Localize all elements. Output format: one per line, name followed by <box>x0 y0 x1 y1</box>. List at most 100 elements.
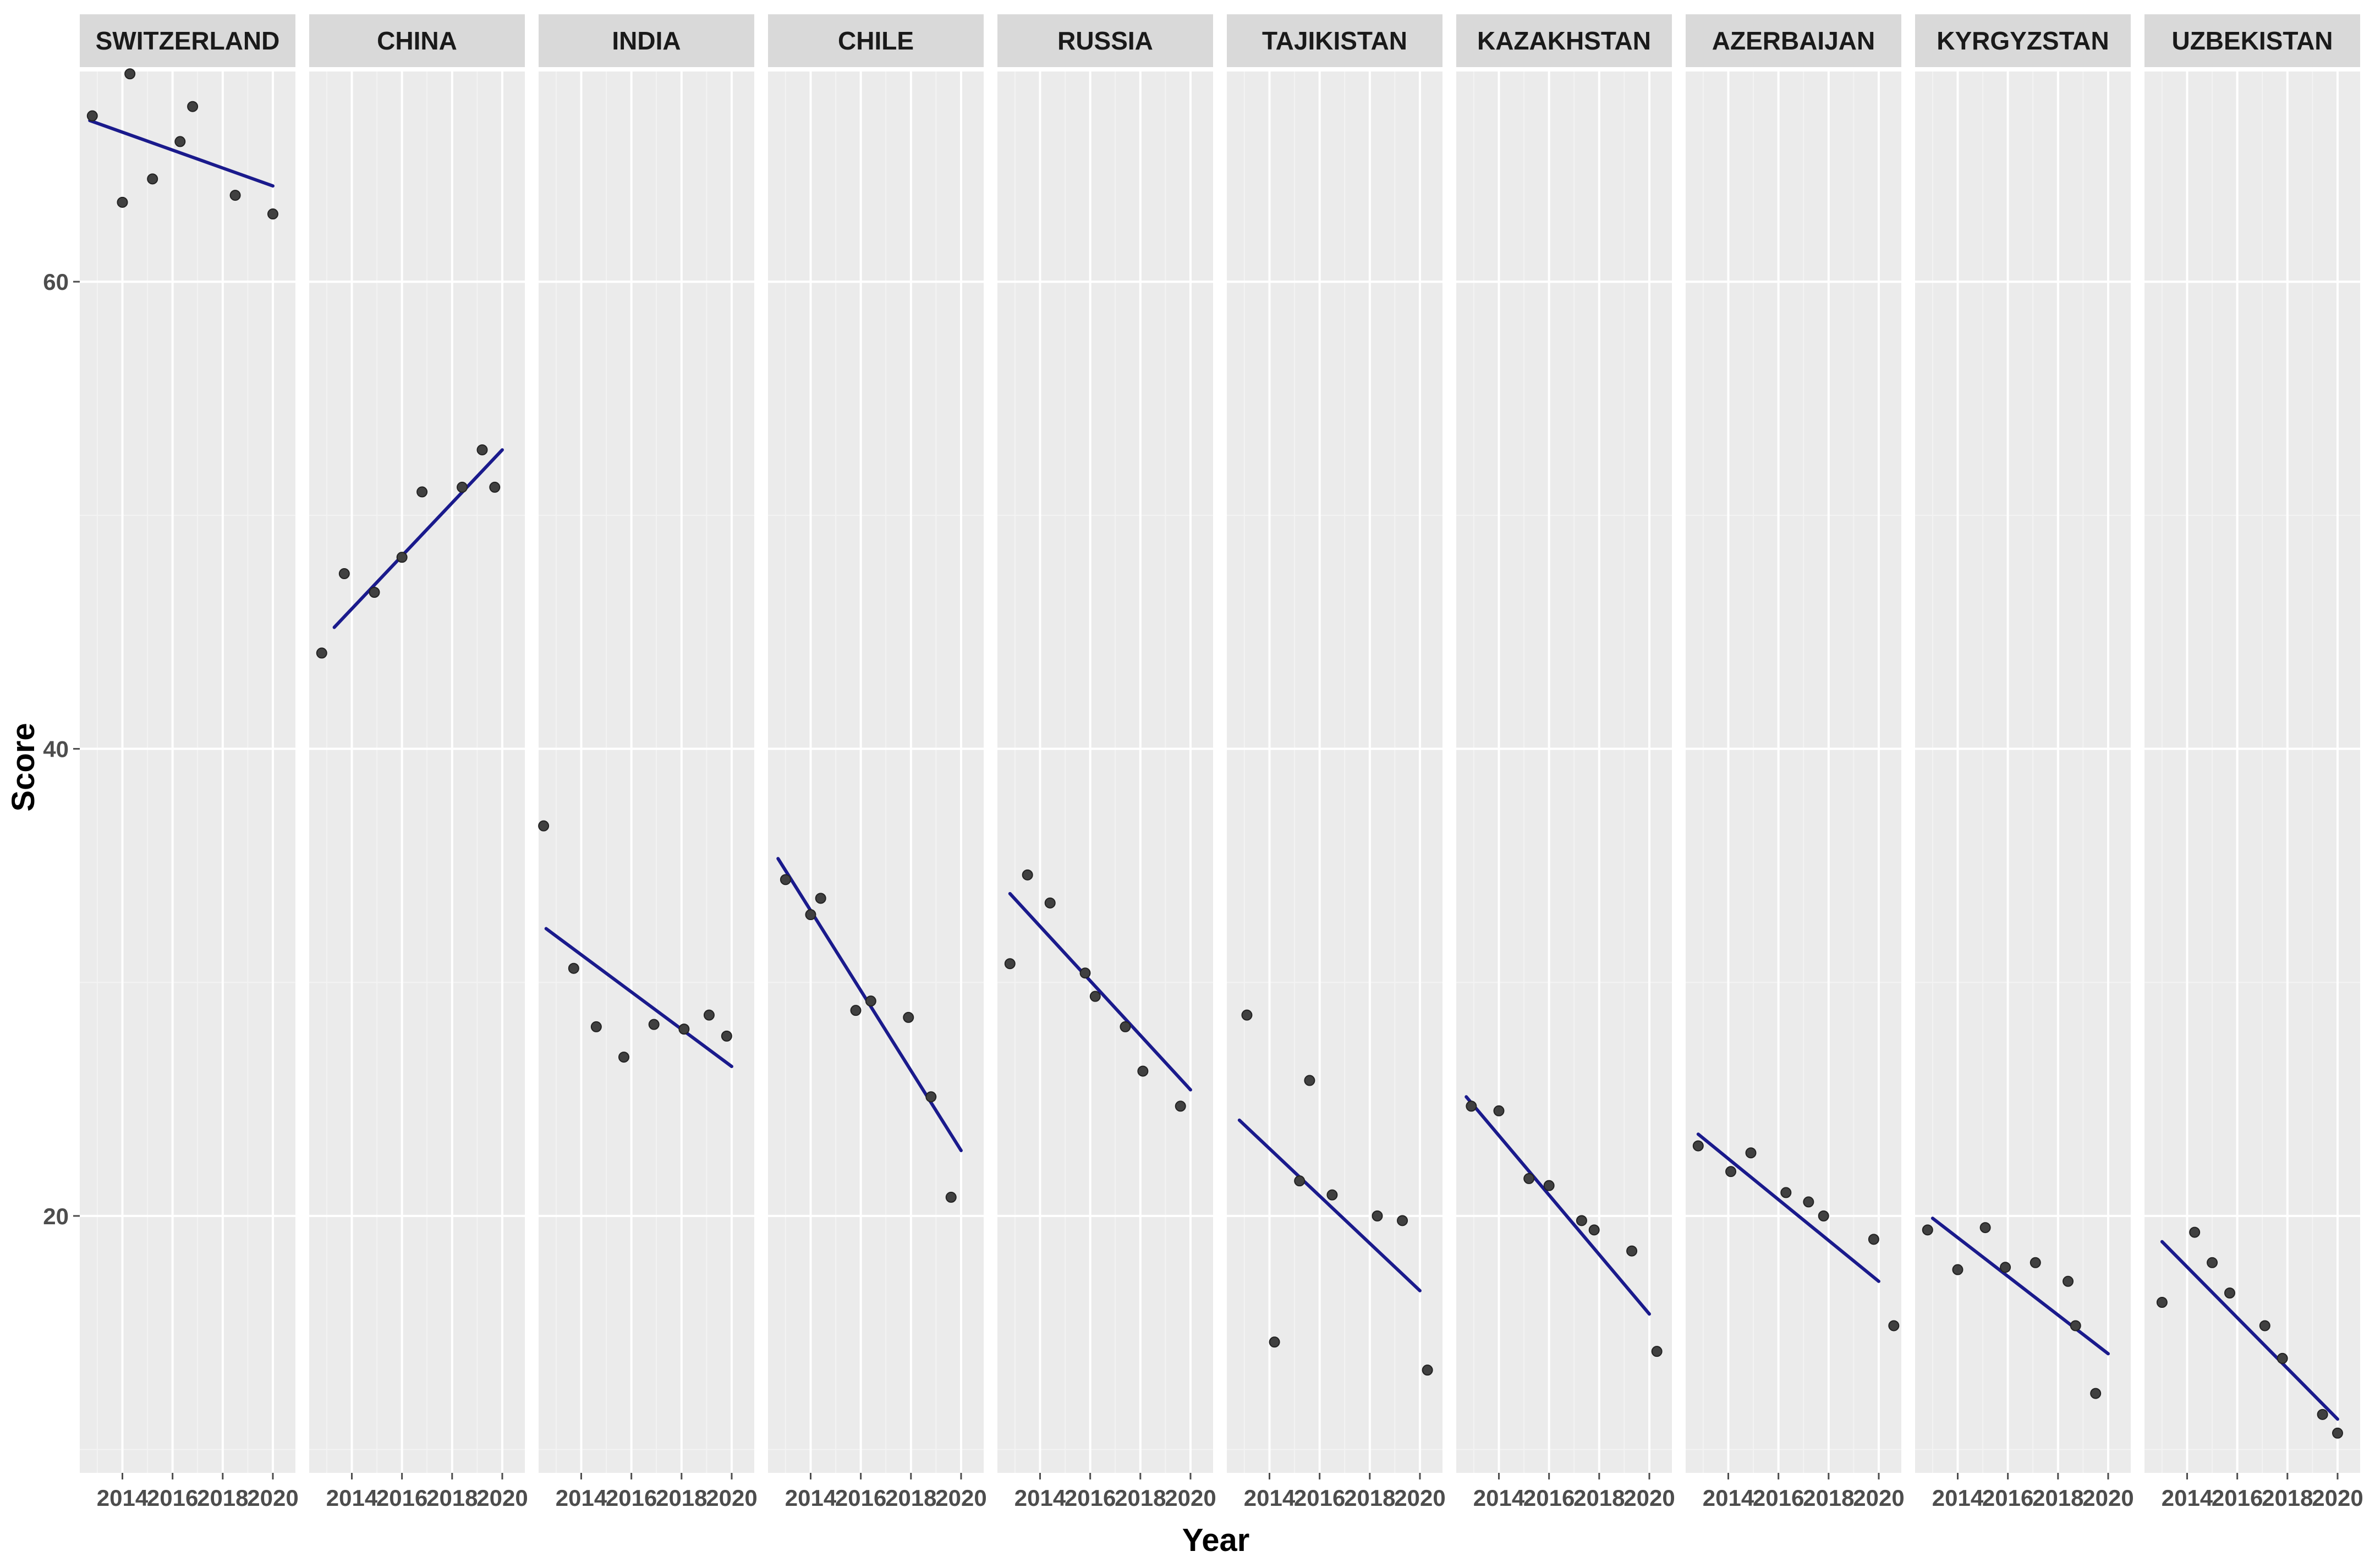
data-point <box>1952 1264 1963 1275</box>
data-point <box>1868 1234 1879 1245</box>
data-point <box>945 1191 957 1203</box>
data-point <box>648 1019 660 1030</box>
x-tick-label: 2018 <box>656 1485 707 1511</box>
facet-strip-label: RUSSIA <box>1057 26 1153 55</box>
data-point <box>1044 897 1056 909</box>
trend-line <box>1696 1132 1880 1283</box>
x-tick-label: 2014 <box>326 1485 378 1511</box>
panel-background <box>997 71 1213 1473</box>
facet-strip-label: SWITZERLAND <box>96 26 280 55</box>
trend-line <box>332 448 504 629</box>
data-point <box>721 1030 732 1042</box>
x-tick-label: 2014 <box>556 1485 607 1511</box>
data-point <box>1493 1105 1505 1116</box>
data-point <box>780 874 791 885</box>
data-point <box>678 1024 690 1035</box>
x-tick-label: 2020 <box>247 1485 298 1511</box>
data-point <box>2156 1296 2168 1308</box>
data-point <box>865 995 876 1007</box>
trend-line <box>88 119 275 188</box>
data-point <box>174 136 186 147</box>
data-point <box>338 568 350 580</box>
x-tick-label: 2016 <box>1753 1485 1804 1511</box>
data-point <box>1422 1365 1433 1376</box>
facet-strip-label: KAZAKHSTAN <box>1477 26 1651 55</box>
trend-line <box>2160 1240 2339 1421</box>
data-point <box>1022 869 1033 881</box>
data-point <box>2063 1275 2074 1287</box>
data-point <box>925 1091 937 1103</box>
trend-line <box>1465 1095 1651 1316</box>
panel-background <box>2144 71 2360 1473</box>
trend-line <box>1008 892 1192 1092</box>
data-point <box>850 1005 862 1016</box>
panel-background <box>309 71 525 1473</box>
x-tick-label: 2020 <box>1853 1485 1904 1511</box>
data-point <box>1979 1222 1991 1234</box>
facet-strip <box>539 14 754 67</box>
data-point <box>568 962 579 974</box>
x-tick-label: 2018 <box>885 1485 936 1511</box>
facet-panels: SWITZERLAND2014201620182020CHINA20142016… <box>80 14 2363 1511</box>
x-tick-label: 2018 <box>426 1485 478 1511</box>
facet-strip <box>1686 14 1901 67</box>
y-tick-label: 60 <box>43 269 69 295</box>
y-tick-label: 40 <box>43 736 69 762</box>
data-point <box>1888 1320 1900 1332</box>
data-point <box>2189 1226 2201 1238</box>
y-axis: 20 40 60 <box>43 269 80 1229</box>
data-point <box>903 1011 914 1023</box>
x-tick-label: 2020 <box>706 1485 757 1511</box>
data-point <box>1304 1075 1315 1086</box>
data-point <box>476 444 488 455</box>
data-point <box>1576 1215 1587 1226</box>
facet-strip-label: KYRGYZSTAN <box>1937 26 2109 55</box>
facet-strip-label: UZBEKISTAN <box>2171 26 2333 55</box>
x-tick-label: 2014 <box>1014 1485 1066 1511</box>
data-point <box>1588 1224 1600 1236</box>
data-point <box>1269 1336 1280 1348</box>
facet-strip-label: CHILE <box>838 26 914 55</box>
x-tick-label: 2020 <box>1165 1485 1216 1511</box>
x-tick-label: 2018 <box>1573 1485 1625 1511</box>
data-point <box>1326 1189 1338 1201</box>
data-point <box>618 1052 629 1063</box>
facet-strip-label: INDIA <box>612 26 681 55</box>
data-point <box>187 101 199 112</box>
facet-strip-label: TAJIKISTAN <box>1262 26 1407 55</box>
x-tick-label: 2014 <box>1932 1485 1984 1511</box>
data-point <box>1294 1175 1306 1187</box>
data-point <box>1120 1021 1131 1032</box>
x-tick-label: 2016 <box>1523 1485 1575 1511</box>
data-point <box>2317 1409 2328 1420</box>
panel-background <box>1456 71 1672 1473</box>
x-tick-label: 2018 <box>2262 1485 2313 1511</box>
trend-line <box>1237 1118 1422 1292</box>
x-axis-title: Year <box>1182 1522 1250 1558</box>
x-tick-label: 2016 <box>606 1485 657 1511</box>
x-tick-label: 2016 <box>1982 1485 2033 1511</box>
data-point <box>1397 1215 1408 1226</box>
facet-strip <box>1456 14 1672 67</box>
data-point <box>396 552 408 563</box>
data-point <box>267 208 278 220</box>
data-point <box>815 893 826 904</box>
panel-background <box>1227 71 1442 1473</box>
x-tick-label: 2020 <box>935 1485 986 1511</box>
x-tick-label: 2014 <box>1703 1485 1754 1511</box>
data-point <box>703 1009 715 1021</box>
data-point <box>1523 1173 1535 1184</box>
trend-line <box>544 927 733 1069</box>
data-point <box>1543 1180 1555 1191</box>
data-point <box>1780 1187 1792 1198</box>
x-tick-label: 2020 <box>2312 1485 2363 1511</box>
x-tick-label: 2016 <box>1294 1485 1345 1511</box>
data-point <box>1004 958 1016 970</box>
data-point <box>538 820 550 832</box>
